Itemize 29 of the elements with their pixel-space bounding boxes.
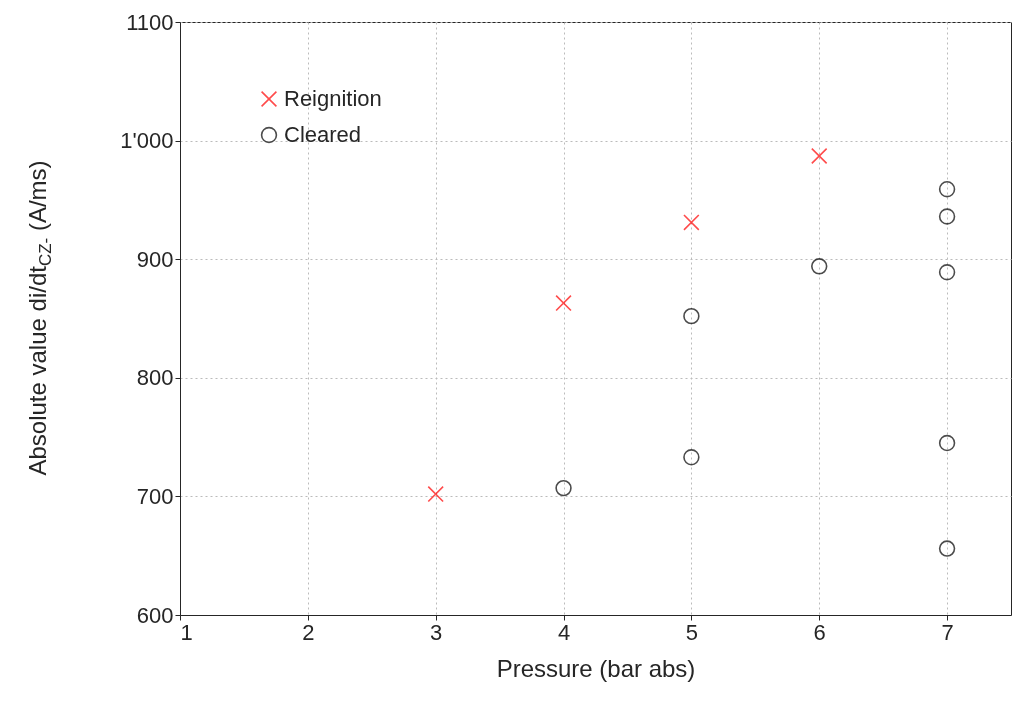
point <box>938 208 956 225</box>
y-tick-label: 1'000 <box>120 128 174 154</box>
x-tick-label: 3 <box>430 619 443 645</box>
x-tick-label: 6 <box>813 619 826 645</box>
legend-label: Cleared <box>284 122 362 147</box>
point <box>811 147 828 165</box>
point <box>683 307 700 325</box>
point <box>938 264 956 281</box>
x-tick-label: 1 <box>180 619 193 645</box>
y-tick-label: 700 <box>136 483 174 509</box>
x-tick-label: 4 <box>557 619 571 645</box>
legend-label: Reignition <box>284 86 382 111</box>
point <box>555 294 572 312</box>
point <box>427 485 444 503</box>
x-axis-title: Pressure (bar abs) <box>496 654 696 682</box>
y-tick-label: 900 <box>136 246 174 272</box>
y-tick-label: 800 <box>136 365 174 391</box>
point <box>683 214 700 231</box>
x-tick-label: 7 <box>941 619 954 645</box>
point <box>683 449 700 466</box>
point <box>555 479 572 497</box>
x-tick-label: 5 <box>685 619 699 645</box>
y-tick-label: 1100 <box>126 9 174 35</box>
point <box>938 434 956 452</box>
x-tick-label: 2 <box>302 619 315 645</box>
point <box>938 540 956 557</box>
y-tick-label: 600 <box>136 602 174 628</box>
point <box>938 181 956 198</box>
point <box>811 258 828 275</box>
